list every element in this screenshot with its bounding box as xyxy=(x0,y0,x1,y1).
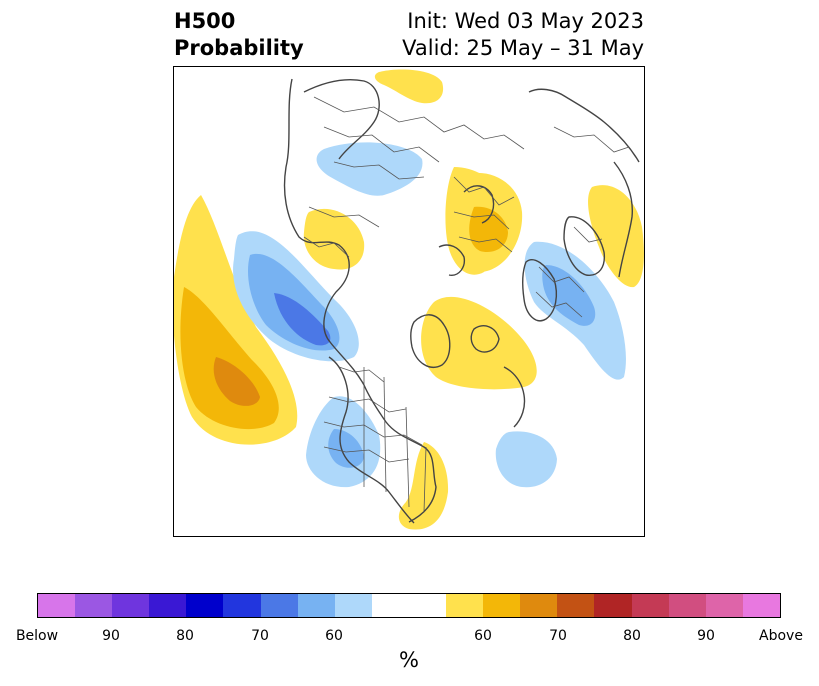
colorbar-unit-label: % xyxy=(399,648,419,672)
region-eastern-us-above xyxy=(398,442,449,530)
colorbar-segment xyxy=(446,594,484,617)
region-central-atlantic-below xyxy=(495,431,557,488)
colorbar-segment xyxy=(223,594,261,617)
colorbar-tick-label: 80 xyxy=(623,628,641,644)
init-date: Init: Wed 03 May 2023 xyxy=(407,9,644,33)
region-east-asia-above xyxy=(374,69,444,104)
colorbar-tick-label: 80 xyxy=(176,628,194,644)
colorbar-segment xyxy=(742,594,780,617)
colorbar-segment xyxy=(38,594,76,617)
region-western-us-below xyxy=(306,396,381,488)
region-kamchatka-above xyxy=(588,185,644,288)
colorbar-segment xyxy=(371,594,447,617)
colorbar-segment xyxy=(594,594,632,617)
title-line-1: H500 xyxy=(174,9,236,33)
map-svg xyxy=(174,69,644,530)
colorbar-tick-label: 90 xyxy=(697,628,715,644)
region-middle-east-above xyxy=(303,208,365,270)
colorbar-tick-label: 60 xyxy=(474,628,492,644)
colorbar-segment xyxy=(112,594,150,617)
country-borders xyxy=(303,96,630,513)
colorbar-segment xyxy=(557,594,595,617)
colorbar-segment xyxy=(334,594,372,617)
colorbar-tick-label: 60 xyxy=(325,628,343,644)
colorbar-tick-label: Below xyxy=(15,628,59,644)
colorbar-segment xyxy=(705,594,743,617)
coastlines xyxy=(283,78,640,524)
colorbar-segment xyxy=(297,594,335,617)
colorbar-segment xyxy=(668,594,706,617)
colorbar-segment xyxy=(149,594,187,617)
colorbar-segment xyxy=(631,594,669,617)
region-north-pacific-above xyxy=(174,195,298,445)
region-siberia-below xyxy=(316,142,423,196)
date-info: Init: Wed 03 May 2023 Valid: 25 May – 31… xyxy=(402,8,644,62)
chart-title: H500 Probability xyxy=(174,8,304,62)
colorbar-segment xyxy=(520,594,558,617)
colorbar-tick-label: 70 xyxy=(549,628,567,644)
region-gulf-of-alaska-below xyxy=(233,231,359,362)
colorbar-tick-label: 90 xyxy=(102,628,120,644)
title-line-2: Probability xyxy=(174,36,304,60)
colorbar xyxy=(37,593,781,618)
colorbar-tick-label: 70 xyxy=(251,628,269,644)
colorbar-tick-label: Above xyxy=(759,628,803,644)
colorbar-segment xyxy=(186,594,224,617)
valid-range: Valid: 25 May – 31 May xyxy=(402,36,644,60)
colorbar-segment xyxy=(483,594,521,617)
colorbar-segment xyxy=(260,594,298,617)
colorbar-segment xyxy=(75,594,113,617)
map-panel xyxy=(173,66,645,537)
